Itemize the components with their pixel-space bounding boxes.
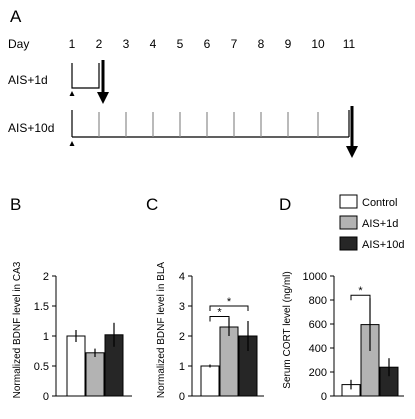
chart-d: 0 200 400 600 800 1000 Serum CORT level (ng/ml… (282, 271, 404, 403)
significance-bracket-c-1 (209, 305, 249, 311)
panel-d-letter: D (279, 195, 291, 214)
y-tick-label-d-1: 200 (309, 367, 327, 379)
timeline-ais-10d (69, 106, 358, 158)
panel-a-letter: A (10, 7, 22, 26)
y-tick-label-b-4: 2 (43, 271, 49, 283)
significance-star-d-0: * (358, 285, 363, 297)
y-tick-label-d-0: 0 (321, 391, 327, 403)
y-tick-label-b-2: 1 (43, 331, 49, 343)
significance-star-c-1: * (227, 296, 232, 308)
bar-b-ais-1d (85, 352, 105, 397)
timeline-ais-1d (69, 60, 109, 104)
timeline-day-ticks (98, 112, 319, 137)
significance-bracket-c-0 (209, 316, 230, 322)
panel-b-letter: B (10, 195, 21, 214)
day-number-5: 5 (177, 37, 184, 51)
y-tick-label-c-4: 4 (179, 271, 185, 283)
group-ais-10d-label: AIS+10d (8, 121, 54, 135)
significance-bracket-d-0 (350, 294, 371, 301)
legend-label-control: Control (362, 197, 397, 209)
day-number-9: 9 (285, 37, 292, 51)
day-number-6: 6 (204, 37, 211, 51)
sample-arrow-head-ais-10d (346, 146, 358, 158)
day-number-10: 10 (311, 37, 325, 51)
legend-label-ais-10d: AIS+10d (362, 239, 405, 251)
panel-a-timeline: A Day 1 2 3 4 5 6 7 8 9 10 11 AIS+1d AIS… (8, 7, 358, 158)
day-number-8: 8 (258, 37, 265, 51)
chart-b: 0 0.5 1 1.5 2 Normalized BDNF level in CA3 (12, 261, 132, 403)
day-label: Day (8, 37, 29, 51)
y-tick-label-d-5: 1000 (303, 271, 327, 283)
day-numbers: 1 2 3 4 5 6 7 8 9 10 11 (69, 37, 356, 51)
legend-swatch-control (339, 194, 358, 209)
day-number-11: 11 (343, 37, 356, 51)
sample-arrow-head-ais-1d (97, 92, 109, 104)
y-axis-label-d: Serum CORT level (ng/ml) (282, 271, 293, 388)
day-number-1: 1 (69, 37, 76, 51)
significance-star-c-0: * (217, 307, 222, 319)
bar-b-control (66, 335, 86, 397)
y-tick-label-b-1: 0.5 (34, 361, 49, 373)
stress-start-marker-ais-10d (69, 141, 75, 146)
y-axis-label-c: Normalized BDNF level in BLA (156, 262, 167, 398)
y-tick-label-d-2: 400 (309, 343, 327, 355)
legend-swatch-ais-10d (339, 236, 358, 251)
y-tick-label-c-3: 3 (179, 301, 185, 313)
chart-c: 0 1 2 3 4 Normalized BDNF level in BLA * * (156, 262, 264, 403)
y-tick-label-c-0: 0 (179, 391, 185, 403)
y-tick-label-c-1: 1 (179, 361, 185, 373)
legend-swatch-ais-1d (339, 215, 358, 230)
bar-c-control (200, 365, 220, 397)
stress-bracket-ais-1d (71, 63, 100, 89)
y-tick-label-c-2: 2 (179, 331, 185, 343)
y-axis-label-b: Normalized BDNF level in CA3 (12, 261, 23, 398)
day-number-3: 3 (123, 37, 130, 51)
bar-c-ais-1d (219, 326, 239, 397)
legend-label-ais-1d: AIS+1d (362, 218, 398, 230)
group-ais-1d-label: AIS+1d (8, 73, 48, 87)
bar-charts: 0 0.5 1 1.5 2 Normalized BDNF level in CA3 0 1 2… (12, 261, 404, 403)
panel-c-letter: C (146, 195, 158, 214)
y-tick-label-d-4: 800 (309, 295, 327, 307)
day-number-7: 7 (231, 37, 238, 51)
day-number-2: 2 (96, 37, 103, 51)
legend: Control AIS+1d AIS+10d (339, 194, 405, 251)
day-number-4: 4 (150, 37, 157, 51)
y-tick-label-b-0: 0 (43, 391, 49, 403)
y-tick-label-d-3: 600 (309, 319, 327, 331)
y-tick-label-b-3: 1.5 (34, 301, 49, 313)
stress-start-marker-ais-1d (69, 91, 75, 96)
